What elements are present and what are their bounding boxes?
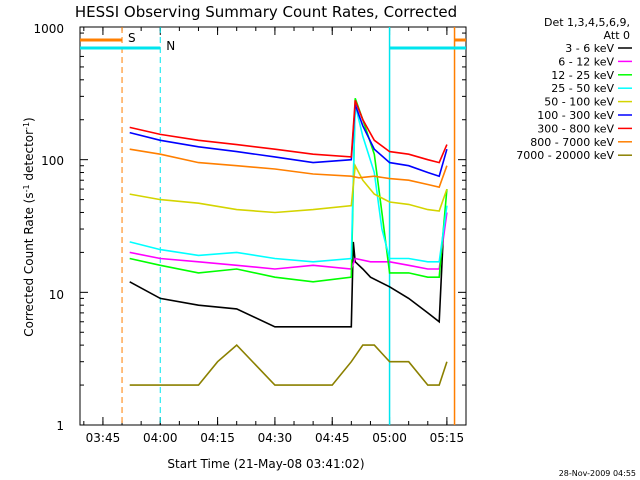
x-tick-labels: 03:45 04:00 04:15 04:30 04:45 05:00 05:15 xyxy=(86,431,465,445)
series-line xyxy=(129,98,448,283)
y-axis-label-sup: -1 xyxy=(22,122,31,130)
legend-label: 300 - 800 keV xyxy=(537,122,614,135)
legend-label: 25 - 50 keV xyxy=(551,82,614,95)
y-tick-labels: 1 10 100 1000 xyxy=(33,22,64,433)
legend-label: 800 - 7000 keV xyxy=(530,136,614,149)
y-axis-label-part: Corrected Count Rate (s xyxy=(22,192,36,336)
series-line xyxy=(129,104,448,178)
y-tick-label: 100 xyxy=(41,154,64,168)
y-tick-label: 10 xyxy=(49,288,64,302)
plot-frame xyxy=(79,26,467,426)
plot-area: SN xyxy=(79,26,467,426)
flag-label: N xyxy=(166,39,175,53)
x-tick-label: 04:15 xyxy=(200,431,235,445)
series-line xyxy=(129,100,448,164)
y-axis-label-part: ) xyxy=(22,117,36,122)
x-tick-label: 04:30 xyxy=(258,431,293,445)
x-axis-label: Start Time (21-May-08 03:41:02) xyxy=(167,457,364,471)
y-tick-label: 1 xyxy=(56,419,64,433)
timestamp: 28-Nov-2009 04:55 xyxy=(559,469,636,478)
series-line xyxy=(129,239,444,328)
legend-label: 7000 - 20000 keV xyxy=(516,149,614,162)
legend-label: 100 - 300 keV xyxy=(537,109,614,122)
flag-label: S xyxy=(128,31,136,45)
y-tick-label: 1000 xyxy=(33,22,64,36)
legend-label: 12 - 25 keV xyxy=(551,69,614,82)
series-line xyxy=(129,343,448,386)
series-line xyxy=(129,148,448,189)
x-tick-label: 04:45 xyxy=(315,431,350,445)
legend-label: 3 - 6 keV xyxy=(565,42,614,55)
x-tick-label: 05:15 xyxy=(430,431,465,445)
legend-label: 50 - 100 keV xyxy=(544,96,614,109)
chart-title: HESSI Observing Summary Count Rates, Cor… xyxy=(75,3,457,21)
series-line xyxy=(129,104,448,263)
legend-title: Det 1,3,4,5,6,9, xyxy=(544,16,630,29)
x-tick-label: 05:00 xyxy=(372,431,407,445)
legend-label: 6 - 12 keV xyxy=(558,55,614,68)
y-axis-label: Corrected Count Rate (s-1 detector-1) xyxy=(22,117,37,336)
legend-title: Att 0 xyxy=(604,29,630,42)
x-tick-label: 04:00 xyxy=(143,431,178,445)
y-axis-label-sup: -1 xyxy=(22,184,31,192)
series-line xyxy=(129,212,448,270)
y-axis-label-part: detector xyxy=(22,130,36,185)
series-line xyxy=(129,162,448,214)
x-tick-label: 03:45 xyxy=(86,431,121,445)
